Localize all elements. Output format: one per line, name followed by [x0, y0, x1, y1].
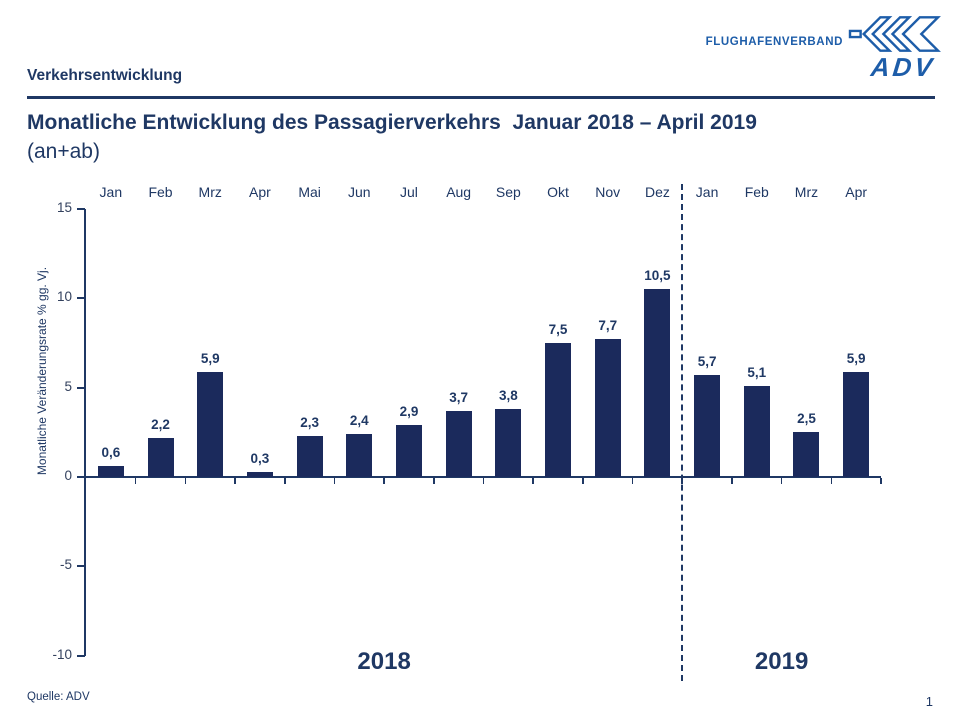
month-label: Nov — [595, 184, 621, 200]
bar — [545, 342, 572, 477]
year-separator-line — [681, 184, 684, 681]
bar-value-label: 2,3 — [300, 414, 319, 430]
month-label: Apr — [845, 184, 868, 200]
x-tick — [433, 478, 435, 484]
y-tick — [77, 386, 85, 389]
month-label: Jul — [400, 184, 418, 200]
month-label: Okt — [547, 184, 569, 200]
x-tick — [731, 478, 733, 484]
y-axis-line — [84, 209, 86, 656]
bar — [594, 339, 621, 477]
y-tick-label: 0 — [64, 468, 72, 483]
bar — [644, 289, 671, 477]
bar-value-label: 5,1 — [747, 364, 767, 380]
x-tick — [234, 478, 236, 484]
bar — [743, 385, 770, 477]
bar — [346, 434, 373, 477]
y-tick — [77, 654, 85, 657]
page-subtitle: (an+ab) — [27, 140, 100, 163]
y-tick-label: 15 — [56, 199, 72, 215]
x-tick — [631, 478, 634, 484]
bar-value-label: 2,4 — [349, 413, 369, 429]
x-axis-line — [86, 476, 881, 478]
bar-value-label: 2,5 — [797, 411, 816, 427]
month-label: Mai — [298, 184, 321, 200]
y-axis-title: Monatliche Veränderungsrate % gg. Vj. — [35, 266, 49, 476]
x-tick — [333, 478, 336, 484]
bar-value-label: 10,5 — [644, 268, 671, 284]
x-tick — [184, 478, 187, 484]
x-tick — [830, 478, 833, 484]
bar-value-label: 2,9 — [399, 404, 419, 420]
x-tick — [532, 478, 534, 484]
x-tick — [134, 478, 137, 484]
bar-value-label: 5,9 — [846, 350, 866, 366]
x-tick — [880, 478, 882, 484]
month-label: Feb — [744, 184, 769, 200]
bar-value-label: 2,2 — [151, 416, 170, 432]
x-tick — [283, 478, 286, 484]
bar-value-label: 3,7 — [449, 389, 469, 405]
month-label: Mrz — [794, 184, 819, 200]
header-divider — [27, 96, 935, 99]
bar-value-label: 5,9 — [200, 350, 220, 366]
y-tick-label: -10 — [52, 646, 72, 662]
source-label: Quelle: ADV — [27, 691, 90, 703]
month-label: Sep — [495, 184, 521, 200]
bar-value-label: 7,5 — [548, 321, 568, 337]
y-tick-label: 5 — [64, 378, 72, 394]
month-label: Feb — [148, 184, 173, 200]
bar — [495, 409, 522, 477]
x-tick — [383, 478, 385, 484]
bar-value-label: 3,8 — [498, 388, 518, 404]
bar — [793, 432, 820, 477]
header-label: Verkehrsentwicklung — [27, 67, 183, 84]
bar-value-label: 7,7 — [598, 318, 618, 334]
month-label: Aug — [446, 184, 472, 200]
bar — [147, 437, 174, 477]
year-label-2019: 2019 — [754, 648, 809, 675]
y-tick — [77, 565, 85, 568]
month-label: Jan — [99, 184, 123, 200]
x-tick — [582, 478, 584, 484]
y-tick-label: -5 — [59, 557, 72, 573]
flughafenverband-label: FLUGHAFENVERBAND — [705, 36, 843, 48]
y-tick-label: 10 — [56, 289, 72, 305]
bar — [445, 410, 472, 477]
bar — [843, 371, 870, 477]
month-label: Apr — [249, 184, 271, 200]
bar — [296, 435, 323, 477]
month-label: Mrz — [198, 184, 222, 200]
bar — [694, 375, 721, 477]
page-number: 1 — [925, 694, 933, 709]
bar — [395, 425, 422, 477]
year-label-2018: 2018 — [357, 648, 411, 675]
bar — [246, 471, 273, 477]
month-label: Jun — [347, 184, 371, 200]
x-tick — [780, 478, 783, 484]
bar-value-label: 0,6 — [101, 445, 121, 461]
x-tick — [482, 478, 485, 484]
month-label: Dez — [644, 184, 670, 200]
y-tick — [77, 297, 85, 300]
y-tick — [77, 476, 85, 478]
bar — [197, 371, 224, 477]
bar — [97, 466, 124, 477]
month-label: Jan — [695, 184, 719, 200]
adv-chevron-logo-icon — [848, 16, 941, 52]
page-title: Monatliche Entwicklung des Passagierverk… — [27, 111, 757, 134]
bar-value-label: 5,7 — [697, 354, 717, 370]
bar-value-label: 0,3 — [250, 450, 270, 466]
y-tick — [77, 207, 85, 210]
